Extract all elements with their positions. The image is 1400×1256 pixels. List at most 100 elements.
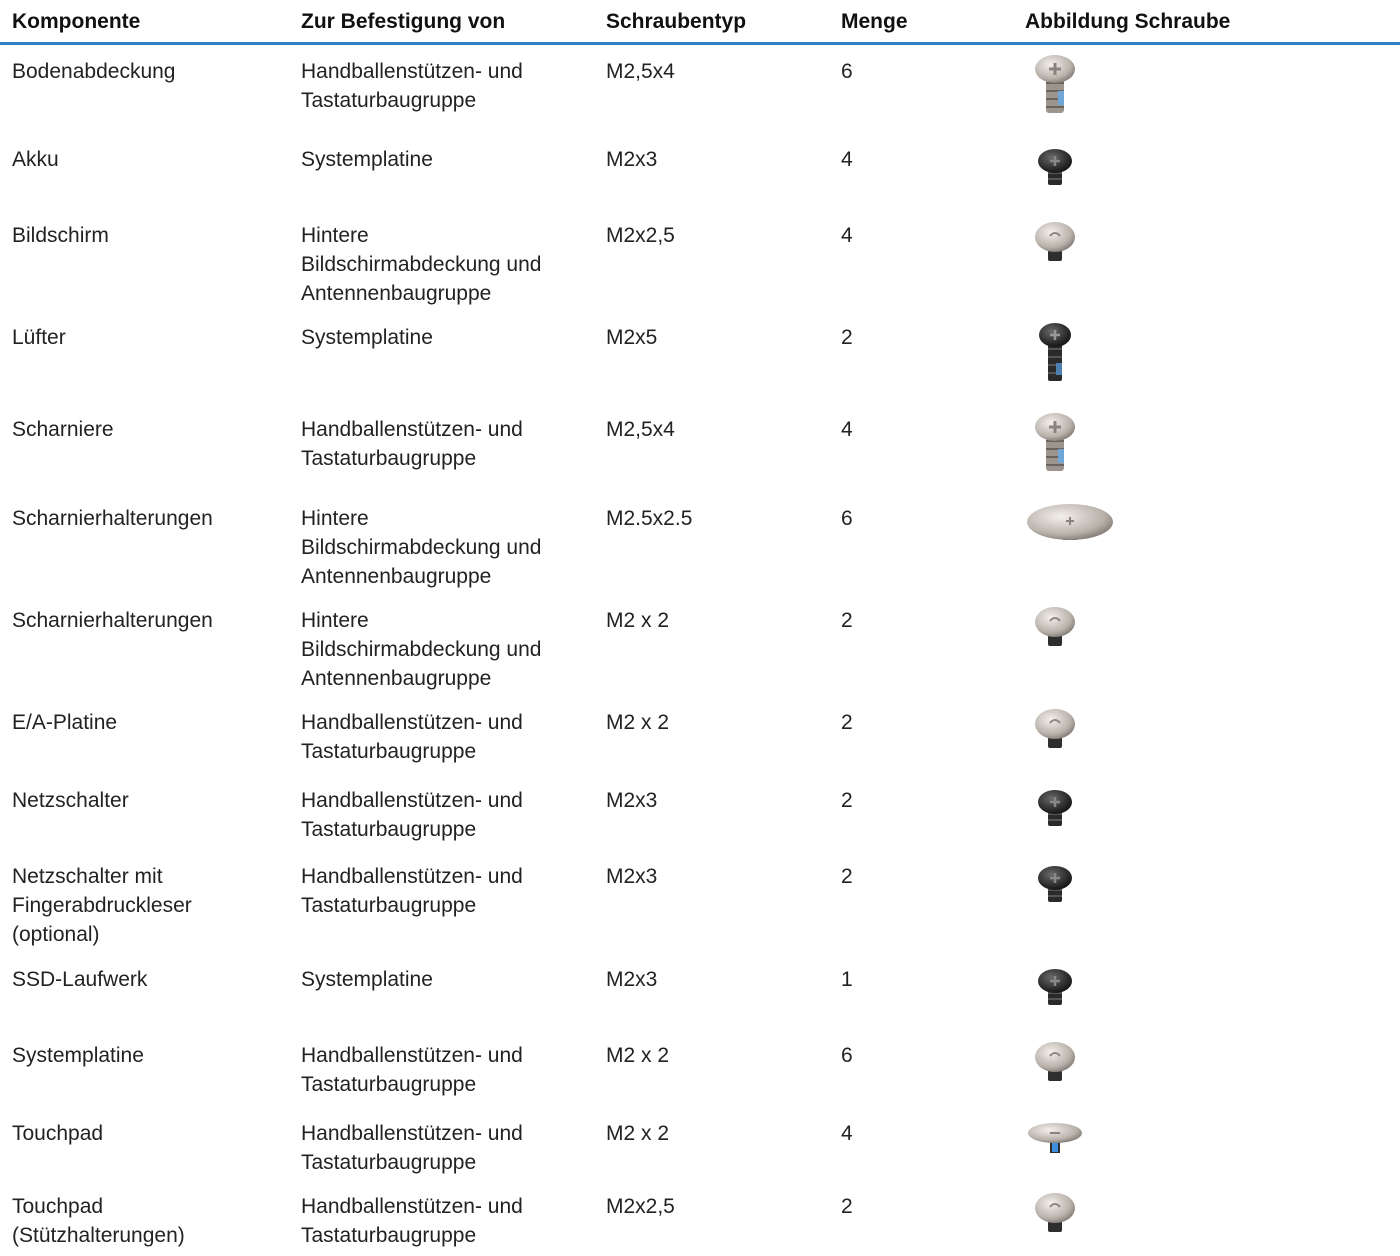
- table-cell: M2,5x4: [594, 415, 829, 504]
- cell-text: M2x3: [606, 788, 658, 812]
- cell-text: 2: [841, 864, 853, 888]
- cell-text: Systemplatine: [301, 967, 433, 991]
- cell-text: 4: [841, 417, 853, 441]
- screw-icon: [1036, 788, 1074, 827]
- table-cell: Systemplatine: [289, 965, 594, 1041]
- image-cell: [1013, 862, 1400, 965]
- cell-text: Touchpad: [12, 1121, 104, 1145]
- table-row: Netzschalter Handballenstützen- und Tasta…: [0, 786, 1400, 862]
- table-cell: 2: [829, 1192, 1013, 1256]
- cell-text: 2: [841, 710, 853, 734]
- table-cell: M2x2,5: [594, 221, 829, 323]
- table-cell: Handballenstützen- und Tastaturbaugruppe: [289, 415, 594, 504]
- table-row: Systemplatine Handballenstützen- und Tast…: [0, 1040, 1400, 1119]
- cell-text: Systemplatine: [301, 325, 433, 349]
- cell-text: M2x3: [606, 864, 658, 888]
- table-cell: Systemplatine: [0, 1041, 289, 1119]
- image-cell: [1013, 965, 1400, 1041]
- image-cell: [1013, 1191, 1400, 1256]
- cell-text: M2x2,5: [606, 223, 675, 247]
- cell-text: Handballenstützen- und Tastaturbaugruppe: [301, 864, 523, 917]
- cell-text: Netzschalter mit Fingerabdruckleser (opt…: [12, 864, 192, 946]
- table-cell: Handballenstützen- und Tastaturbaugruppe: [289, 44, 594, 145]
- cell-text: M2.5x2.5: [606, 506, 693, 530]
- table-cell: E/A-Platine: [0, 708, 289, 786]
- screw-icon: [1033, 53, 1077, 115]
- table-body: Bodenabdeckung Handballenstützen- und Tas…: [0, 44, 1400, 1256]
- cell-text: M2x2,5: [606, 1194, 675, 1218]
- table-row: Scharnierhalterungen Hintere Bildschirmab…: [0, 502, 1400, 606]
- image-cell: [1013, 220, 1400, 323]
- cell-text: Handballenstützen- und Tastaturbaugruppe: [301, 60, 523, 112]
- table-cell: Bildschirm: [0, 221, 289, 323]
- image-cell: [1013, 605, 1400, 708]
- cell-text: 6: [841, 1043, 853, 1067]
- cell-text: 4: [841, 1121, 853, 1145]
- table-cell: 1: [829, 965, 1013, 1041]
- screw-icon: [1034, 605, 1076, 647]
- table-cell: Systemplatine: [289, 323, 594, 415]
- screw-icon: [1034, 1040, 1076, 1082]
- cell-text: M2x3: [606, 147, 658, 171]
- table-cell: Handballenstützen- und Tastaturbaugruppe: [289, 708, 594, 786]
- cell-text: Netzschalter: [12, 788, 129, 812]
- cell-text: SSD-Laufwerk: [12, 967, 148, 991]
- table-cell: Touchpad: [0, 1119, 289, 1192]
- table-cell: Handballenstützen- und Tastaturbaugruppe: [289, 862, 594, 965]
- table-cell: 6: [829, 1041, 1013, 1119]
- header-cell: Schraubentyp: [594, 0, 829, 45]
- cell-text: 4: [841, 147, 853, 171]
- table-cell: Hintere Bildschirmabdeckung und Antennen…: [289, 606, 594, 708]
- cell-text: Handballenstützen- und Tastaturbaugruppe: [301, 788, 523, 841]
- image-cell: [1013, 786, 1400, 862]
- table-cell: 2: [829, 708, 1013, 786]
- screw-icon: [1034, 707, 1076, 749]
- image-cell: [1013, 1119, 1400, 1192]
- table-cell: M2x3: [594, 145, 829, 221]
- table-cell: Bodenabdeckung: [0, 44, 289, 145]
- table-cell: Lüfter: [0, 323, 289, 415]
- table-cell: 4: [829, 1119, 1013, 1192]
- cell-text: Hintere Bildschirmabdeckung und Antennen…: [301, 608, 542, 690]
- table-cell: 2: [829, 606, 1013, 708]
- table-cell: Handballenstützen- und Tastaturbaugruppe: [289, 1041, 594, 1119]
- cell-text: Systemplatine: [301, 147, 433, 171]
- cell-text: Scharnierhalterungen: [12, 506, 213, 530]
- screw-icon: [1026, 502, 1114, 541]
- screw-icon: [1027, 1121, 1083, 1154]
- cell-text: 6: [841, 506, 853, 530]
- cell-text: M2 x 2: [606, 1043, 670, 1067]
- table-cell: Systemplatine: [289, 145, 594, 221]
- cell-text: 2: [841, 325, 853, 349]
- cell-text: M2 x 2: [606, 1121, 670, 1145]
- table-cell: M2x3: [594, 862, 829, 965]
- cell-text: Touchpad (Stützhalterungen): [12, 1194, 185, 1247]
- header-cell: Menge: [829, 0, 1013, 45]
- cell-text: Akku: [12, 147, 59, 171]
- screw-icon: [1036, 864, 1074, 903]
- screw-icon: [1034, 1191, 1076, 1233]
- table-cell: 6: [829, 504, 1013, 606]
- cell-text: 2: [841, 788, 853, 812]
- table-cell: M2.5x2.5: [594, 504, 829, 606]
- table-cell: Scharniere: [0, 415, 289, 504]
- table-cell: Handballenstützen- und Tastaturbaugruppe: [289, 786, 594, 862]
- screw-icon: [1037, 321, 1073, 382]
- image-cell: [1013, 321, 1400, 415]
- table-cell: Akku: [0, 145, 289, 221]
- table-row: Bodenabdeckung Handballenstützen- und Tas…: [0, 44, 1400, 145]
- table-row: Bildschirm Hintere Bildschirmabdeckung un…: [0, 220, 1400, 323]
- cell-text: M2x5: [606, 325, 658, 349]
- screw-icon: [1033, 411, 1077, 472]
- table-cell: Netzschalter mit Fingerabdruckleser (opt…: [0, 862, 289, 965]
- table-cell: 4: [829, 221, 1013, 323]
- header-cell: Abbildung Schraube: [1013, 0, 1400, 45]
- image-cell: [1013, 502, 1400, 606]
- table-cell: Hintere Bildschirmabdeckung und Antennen…: [289, 221, 594, 323]
- table-cell: M2x3: [594, 965, 829, 1041]
- table-cell: 2: [829, 786, 1013, 862]
- cell-text: Scharniere: [12, 417, 114, 441]
- table-cell: Handballenstützen- und Tastaturbaugruppe: [289, 1192, 594, 1256]
